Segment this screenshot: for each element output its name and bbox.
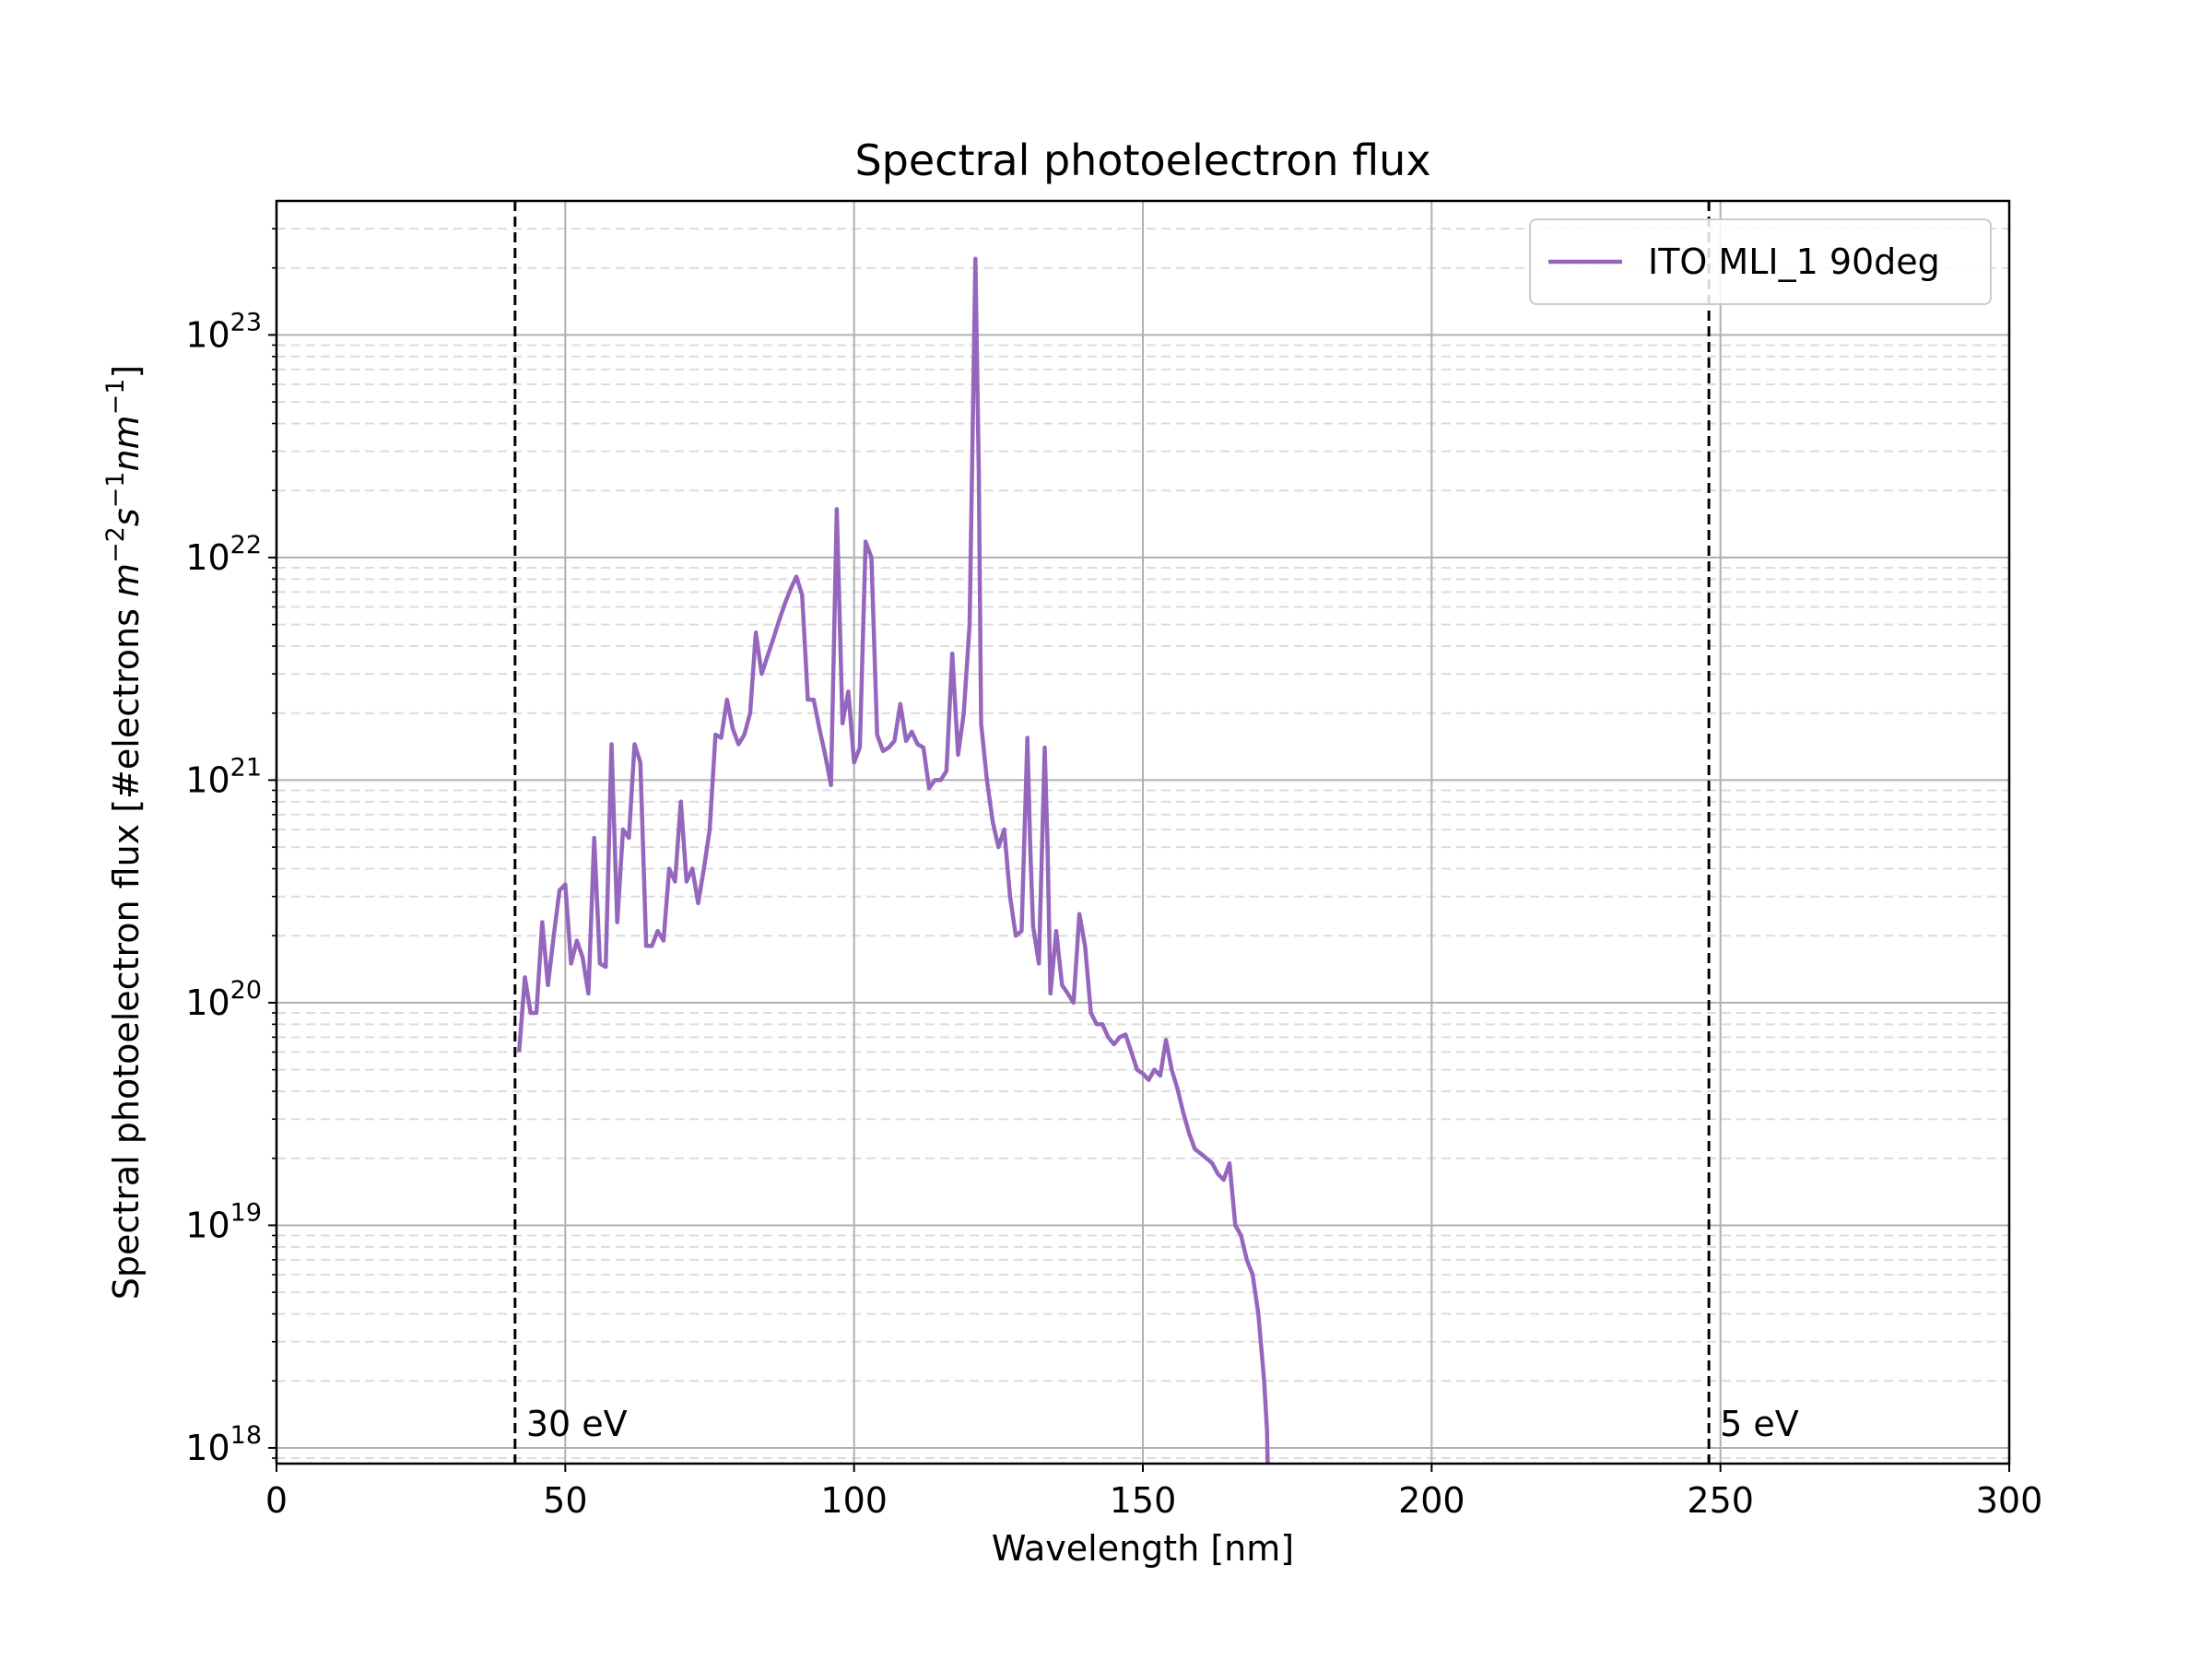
x-tick-label: 300: [1976, 1480, 2043, 1521]
ticks: 1018 1019 1020 1021 1022 1023 0 50 100 150 200 250 3…: [185, 228, 2043, 1521]
legend-box: [1529, 218, 1992, 305]
reference-lines: 30 eV 5 eV: [513, 201, 1799, 1464]
legend: ITO MLI_1 90deg: [1529, 218, 1992, 305]
x-axis-label: Wavelength [nm]: [992, 1528, 1294, 1569]
energy-line-label: 5 eV: [1720, 1404, 1799, 1444]
x-tick-label: 200: [1398, 1480, 1465, 1521]
y-tick-label: 1019: [185, 1198, 262, 1245]
y-tick-label: 1020: [185, 976, 262, 1023]
y-tick-label: 1022: [185, 531, 262, 578]
series-layer: [516, 256, 1270, 1465]
x-tick-label: 100: [820, 1480, 888, 1521]
grid: [276, 201, 2010, 1464]
x-tick-label: 250: [1687, 1480, 1754, 1521]
y-axis-label: Spectral photoelectron flux [#electrons …: [101, 365, 147, 1300]
energy-line-label: 30 eV: [526, 1404, 628, 1444]
y-tick-label: 1018: [185, 1421, 262, 1468]
x-tick-label: 150: [1110, 1480, 1177, 1521]
y-tick-label: 1021: [185, 753, 262, 800]
legend-label: ITO MLI_1 90deg: [1648, 241, 1940, 282]
x-tick-label: 50: [543, 1480, 587, 1521]
chart-title: Spectral photoelectron flux: [854, 135, 1430, 185]
x-tick-label: 0: [265, 1480, 288, 1521]
series-line: [516, 256, 1270, 1465]
y-tick-label: 1023: [185, 308, 262, 355]
